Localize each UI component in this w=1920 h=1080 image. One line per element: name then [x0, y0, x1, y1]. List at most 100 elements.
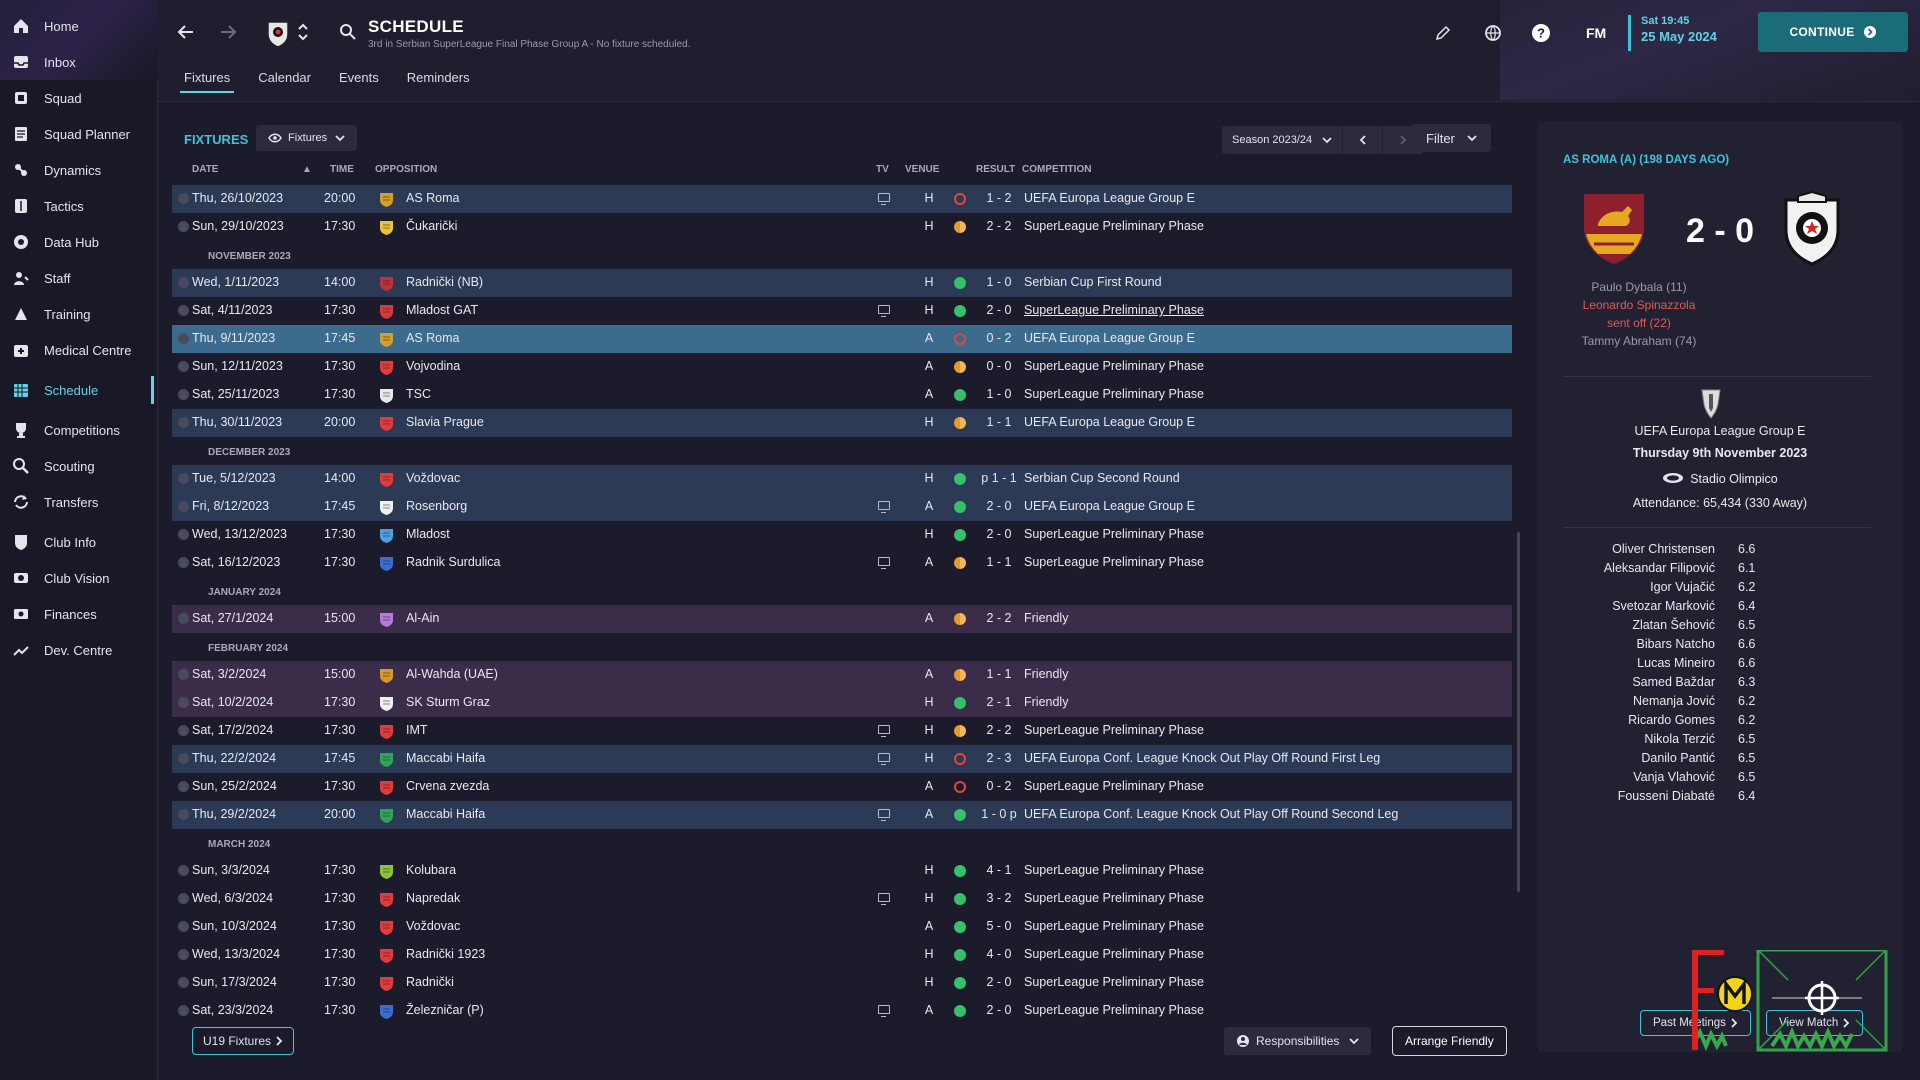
- player-name[interactable]: Nikola Terzić: [1644, 732, 1715, 746]
- player-name[interactable]: Zlatan Šehović: [1632, 618, 1715, 632]
- table-row[interactable]: Sat, 17/2/2024 17:30 IMT H 2 - 2 SuperLeague …: [172, 717, 1512, 745]
- fixture-competition[interactable]: SuperLeague Preliminary Phase: [1024, 891, 1204, 905]
- fixture-competition[interactable]: SuperLeague Preliminary Phase: [1024, 387, 1204, 401]
- opponent-link[interactable]: Kolubara: [406, 863, 457, 877]
- previous-season-button[interactable]: [1343, 126, 1384, 154]
- fixture-result[interactable]: 1 - 0 p: [981, 807, 1017, 821]
- fixture-competition[interactable]: SuperLeague Preliminary Phase: [1024, 919, 1204, 933]
- player-name[interactable]: Aleksandar Filipović: [1603, 561, 1715, 575]
- column-result[interactable]: RESULT: [976, 164, 1016, 175]
- table-row[interactable]: Thu, 29/2/2024 20:00 Maccabi Haifa A 1 - 0 p…: [172, 801, 1512, 829]
- help-button[interactable]: ?: [1528, 20, 1554, 46]
- sidebar-item-squad[interactable]: Squad: [0, 80, 158, 116]
- opponent-link[interactable]: Rosenborg: [406, 499, 468, 513]
- table-row[interactable]: Wed, 1/11/2023 14:00 Radnički (NB) H 1 - 0 Se…: [172, 269, 1512, 297]
- table-row[interactable]: Wed, 13/3/2024 17:30 Radnički 1923 H 4 - 0 Su…: [172, 941, 1512, 969]
- sidebar-item-training[interactable]: Training: [0, 296, 158, 332]
- sidebar-item-squad-planner[interactable]: Squad Planner: [0, 116, 158, 152]
- opponent-link[interactable]: Slavia Prague: [406, 415, 484, 429]
- fixture-competition[interactable]: UEFA Europa Conf. League Knock Out Play …: [1024, 807, 1399, 821]
- sidebar-item-scouting[interactable]: Scouting: [0, 448, 158, 484]
- sidebar-item-dev-centre[interactable]: Dev. Centre: [0, 632, 158, 668]
- opponent-link[interactable]: Crvena zvezda: [406, 779, 490, 793]
- social-button[interactable]: [1480, 20, 1506, 46]
- season-dropdown[interactable]: Season 2023/24: [1222, 126, 1344, 154]
- column-date[interactable]: DATE: [192, 164, 219, 175]
- sidebar-item-tactics[interactable]: Tactics: [0, 188, 158, 224]
- fixture-competition[interactable]: SuperLeague Preliminary Phase: [1024, 947, 1204, 961]
- table-row[interactable]: Sun, 17/3/2024 17:30 Radnički H 2 - 0 SuperLe…: [172, 969, 1512, 997]
- table-row[interactable]: Sun, 10/3/2024 17:30 Voždovac A 5 - 0 SuperLe…: [172, 913, 1512, 941]
- fixture-result[interactable]: 4 - 0: [986, 947, 1012, 961]
- fixture-competition[interactable]: SuperLeague Preliminary Phase: [1024, 1003, 1204, 1017]
- fixture-competition[interactable]: SuperLeague Preliminary Phase: [1024, 779, 1204, 793]
- fixture-competition[interactable]: SuperLeague Preliminary Phase: [1024, 975, 1204, 989]
- fixture-result[interactable]: 1 - 1: [986, 415, 1012, 429]
- row-select-radio[interactable]: [178, 949, 189, 960]
- opponent-link[interactable]: AS Roma: [406, 331, 460, 345]
- club-switch-button[interactable]: [296, 18, 310, 46]
- row-select-radio[interactable]: [178, 977, 189, 988]
- sidebar-item-club-vision[interactable]: Club Vision: [0, 560, 158, 596]
- player-name[interactable]: Svetozar Marković: [1612, 599, 1715, 613]
- table-row[interactable]: Sun, 29/10/2023 17:30 Čukarički H 2 - 2 Super…: [172, 213, 1512, 241]
- opponent-link[interactable]: IMT: [406, 723, 428, 737]
- opponent-link[interactable]: Al-Ain: [406, 611, 440, 625]
- column-opposition[interactable]: OPPOSITION: [375, 164, 438, 175]
- row-select-radio[interactable]: [178, 893, 189, 904]
- fixture-result[interactable]: 0 - 2: [986, 331, 1012, 345]
- sidebar-item-inbox[interactable]: Inbox: [0, 44, 158, 80]
- sidebar-item-transfers[interactable]: Transfers: [0, 484, 158, 520]
- sidebar-item-club-info[interactable]: Club Info: [0, 524, 158, 560]
- fixture-competition[interactable]: Friendly: [1024, 611, 1069, 625]
- club-crest-button[interactable]: [262, 16, 294, 50]
- opponent-link[interactable]: Radnički 1923: [406, 947, 486, 961]
- fixture-competition[interactable]: UEFA Europa League Group E: [1024, 331, 1195, 345]
- fixture-result[interactable]: 2 - 2: [986, 611, 1012, 625]
- sidebar-item-dynamics[interactable]: Dynamics: [0, 152, 158, 188]
- player-name[interactable]: Fousseni Diabaté: [1617, 789, 1715, 803]
- fixture-result[interactable]: 2 - 0: [986, 1003, 1012, 1017]
- table-row[interactable]: Thu, 22/2/2024 17:45 Maccabi Haifa H 2 - 3 UE…: [172, 745, 1512, 773]
- opponent-link[interactable]: Voždovac: [406, 471, 461, 485]
- opponent-link[interactable]: Železničar (P): [406, 1003, 484, 1017]
- row-select-radio[interactable]: [178, 417, 189, 428]
- fixture-result[interactable]: 1 - 0: [986, 387, 1012, 401]
- fixture-competition[interactable]: Friendly: [1024, 695, 1069, 709]
- sidebar-item-schedule[interactable]: Schedule: [0, 372, 158, 408]
- fixture-competition[interactable]: SuperLeague Preliminary Phase: [1024, 219, 1204, 233]
- table-row[interactable]: Sat, 27/1/2024 15:00 Al-Ain A 2 - 2 Friendly: [172, 605, 1512, 633]
- fixture-competition[interactable]: SuperLeague Preliminary Phase: [1024, 863, 1204, 877]
- row-select-radio[interactable]: [178, 725, 189, 736]
- row-select-radio[interactable]: [178, 865, 189, 876]
- opponent-link[interactable]: Mladost GAT: [406, 303, 479, 317]
- table-row[interactable]: Wed, 6/3/2024 17:30 Napredak H 3 - 2 SuperLea…: [172, 885, 1512, 913]
- fixture-result[interactable]: 2 - 0: [986, 499, 1012, 513]
- table-row[interactable]: Sat, 25/11/2023 17:30 TSC A 1 - 0 SuperLeague…: [172, 381, 1512, 409]
- row-select-radio[interactable]: [178, 221, 189, 232]
- player-name[interactable]: Nemanja Jović: [1633, 694, 1715, 708]
- table-row[interactable]: Sun, 12/11/2023 17:30 Vojvodina A 0 - 0 Super…: [172, 353, 1512, 381]
- player-name[interactable]: Ricardo Gomes: [1628, 713, 1715, 727]
- tab-reminders[interactable]: Reminders: [406, 70, 470, 85]
- fixture-competition[interactable]: UEFA Europa Conf. League Knock Out Play …: [1024, 751, 1381, 765]
- fixture-result[interactable]: 2 - 2: [986, 219, 1012, 233]
- column-competition[interactable]: COMPETITION: [1022, 164, 1092, 175]
- opponent-link[interactable]: Maccabi Haifa: [406, 751, 486, 765]
- column-tv[interactable]: TV: [876, 164, 889, 175]
- fixture-result[interactable]: 0 - 0: [986, 359, 1012, 373]
- responsibilities-dropdown[interactable]: Responsibilities: [1224, 1027, 1372, 1055]
- row-select-radio[interactable]: [178, 613, 189, 624]
- opponent-link[interactable]: Napredak: [406, 891, 461, 905]
- row-select-radio[interactable]: [178, 529, 189, 540]
- fixture-competition[interactable]: SuperLeague Preliminary Phase: [1024, 723, 1204, 737]
- fixture-result[interactable]: 5 - 0: [986, 919, 1012, 933]
- fixture-result[interactable]: 2 - 0: [986, 303, 1012, 317]
- opponent-link[interactable]: TSC: [406, 387, 431, 401]
- fm-menu-button[interactable]: FM: [1586, 25, 1607, 41]
- fixture-result[interactable]: 1 - 1: [986, 667, 1012, 681]
- table-row[interactable]: Sun, 3/3/2024 17:30 Kolubara H 4 - 1 SuperLea…: [172, 857, 1512, 885]
- fixture-competition[interactable]: SuperLeague Preliminary Phase: [1024, 555, 1204, 569]
- edit-button[interactable]: [1430, 20, 1456, 46]
